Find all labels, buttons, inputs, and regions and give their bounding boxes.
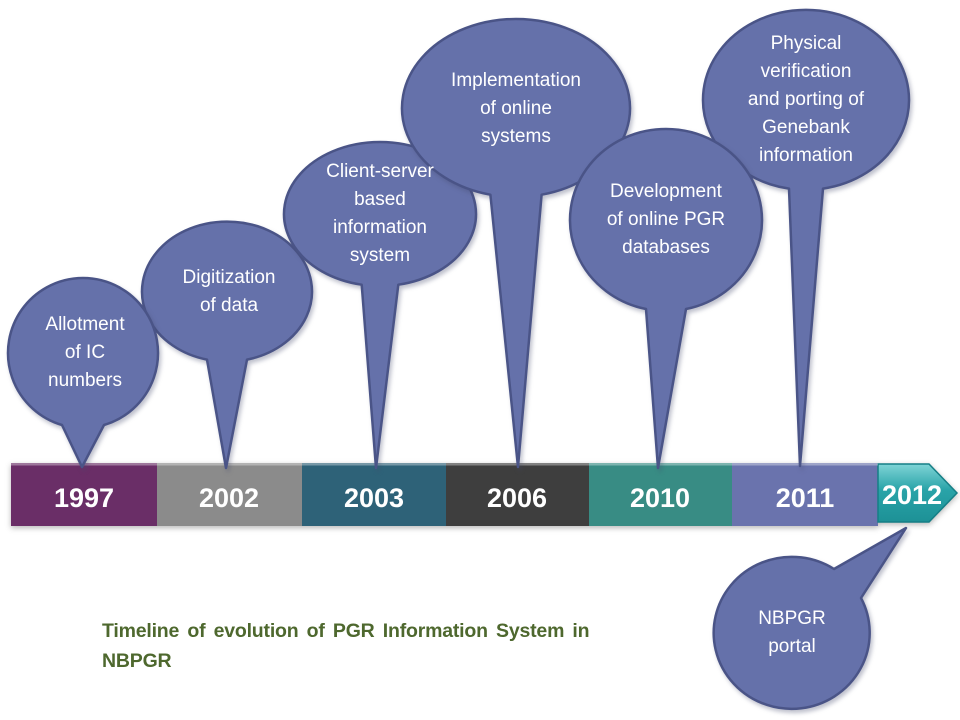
timeline-segment-1997 [11,463,157,526]
year-label-1997: 1997 [54,483,114,513]
balloon-2002 [140,220,314,470]
balloon-2010 [568,127,764,470]
year-label-2011: 2011 [776,483,835,513]
timeline-segment-2002 [157,463,302,526]
balloon-1997 [6,276,160,469]
year-label-2006: 2006 [487,483,547,513]
bar-top-highlight [11,463,878,466]
slide-caption: Timeline of evolution of PGR Information… [102,620,590,672]
year-label-2012: 2012 [882,480,942,510]
year-label-2010: 2010 [630,483,690,513]
year-label-2002: 2002 [199,483,259,513]
timeline-segment-2006 [446,463,589,526]
year-label-2003: 2003 [344,483,404,513]
timeline-segment-2003 [302,463,446,526]
year-labels: 1997 2002 2003 2006 2010 2011 2012 [54,480,942,513]
timeline-segment-2011 [732,463,878,526]
balloon-2011 [701,8,911,468]
timeline-segment-2010 [589,463,732,526]
balloon-shapes [6,8,911,711]
timeline-arrow-2012 [877,463,959,523]
balloon-2012 [712,526,908,711]
balloon-2003 [282,140,478,470]
timeline-bar [11,463,959,526]
